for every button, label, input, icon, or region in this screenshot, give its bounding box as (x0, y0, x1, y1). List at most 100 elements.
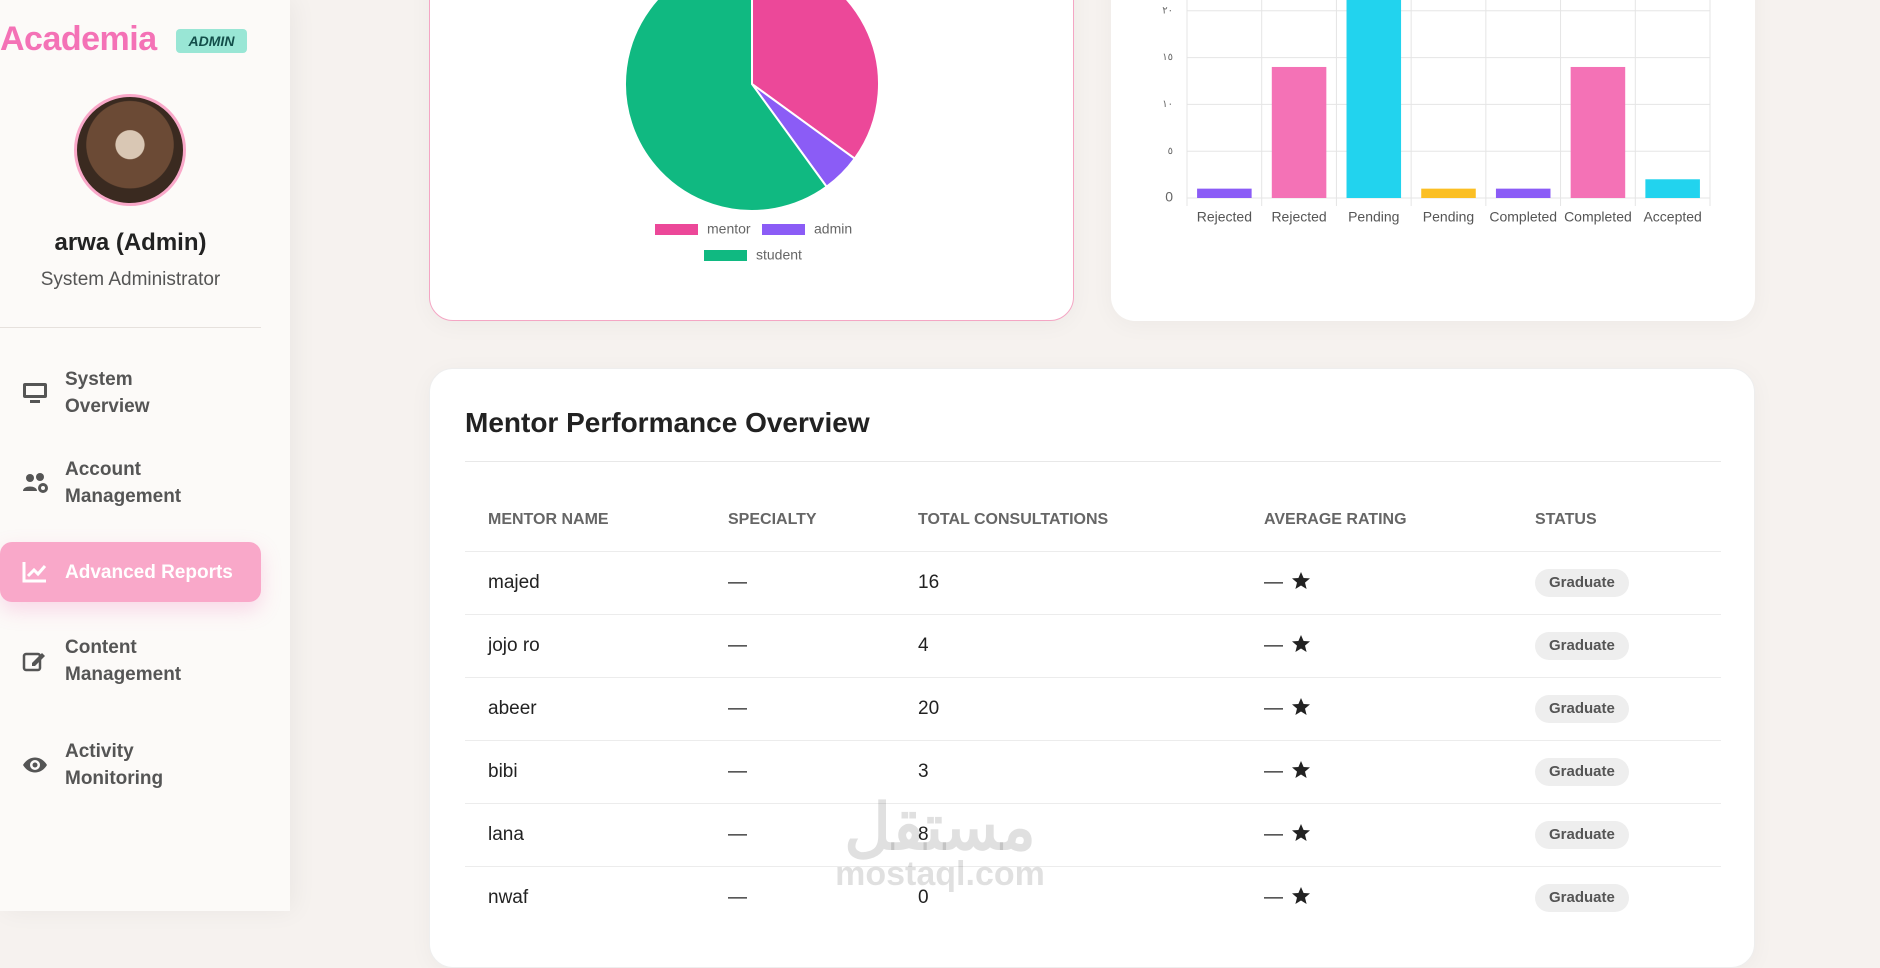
brand[interactable]: Academia (0, 20, 157, 58)
star (1292, 634, 1310, 652)
table-cell: — (1264, 867, 1311, 929)
status-badge: Graduate (1535, 694, 1629, 723)
admin-badge: ADMIN (176, 29, 247, 53)
table-cell: majed (488, 552, 540, 614)
status-badge: Graduate (1535, 568, 1629, 597)
status-badge: Graduate (1535, 757, 1629, 786)
watermark: mostaql.com (835, 855, 1045, 893)
sidebar: Academia ADMIN arwa (Admin) System Admin… (0, 0, 290, 911)
status-badge: Graduate (1535, 883, 1629, 912)
cell-text: — (728, 761, 747, 782)
column-header: SPECIALTY (728, 511, 817, 528)
nav-item[interactable]: System Overview (0, 369, 261, 417)
status-badge: Graduate (1535, 631, 1629, 660)
bar (1271, 66, 1327, 199)
nav-label: Activity Monitoring (65, 741, 164, 789)
table-cell: Graduate (1535, 678, 1629, 740)
status-badge: Graduate (1535, 820, 1629, 849)
bar (1346, 0, 1402, 198)
bar (1495, 188, 1551, 198)
table-cell: Graduate (1535, 615, 1629, 677)
x-tick-label: Pending (1348, 209, 1399, 225)
table-cell: 4 (918, 615, 929, 677)
nav-label: Advanced Reports (65, 561, 233, 583)
nav-label: Account Management (65, 459, 182, 507)
x-tick-label: Completed (1489, 209, 1557, 225)
table-cell: — (1264, 741, 1311, 803)
icon (23, 383, 47, 403)
table-row: jojo ro — 4 — Graduate (465, 614, 1721, 677)
charts: mentor admin student 0 ٥ ١٠ ١٥ ٢٠ Rejected Reject… (624, 0, 1711, 263)
nav-item[interactable]: Account Management (0, 455, 261, 511)
legend-swatch (704, 250, 747, 261)
legend-label: mentor (707, 221, 751, 237)
cell-text: lana (488, 824, 524, 845)
cell-text: — (1264, 887, 1283, 908)
table-cell: 3 (918, 741, 929, 803)
table-cell: — (1264, 678, 1311, 740)
bar (1421, 188, 1476, 198)
table-cell: — (1264, 552, 1311, 614)
star-icon (1292, 634, 1310, 652)
cell-text: — (728, 698, 747, 719)
user-name: arwa (Admin) (54, 229, 207, 256)
avatar[interactable] (74, 94, 186, 206)
table-cell: — (728, 804, 747, 866)
cell-text: 3 (918, 761, 929, 782)
star (1292, 571, 1310, 589)
page: Academia ADMIN arwa (Admin) System Admin… (0, 0, 1755, 968)
cell-text: 20 (918, 698, 940, 719)
cell-text: 16 (918, 572, 940, 593)
cell-text: 8 (918, 824, 929, 845)
table-cell: — (1264, 615, 1311, 677)
x-tick-label: Pending (1423, 209, 1474, 225)
cell-text: — (728, 824, 747, 845)
column-header: MENTOR NAME (488, 511, 609, 528)
nav-item-active[interactable]: Advanced Reports (0, 542, 261, 602)
cell-text: — (1264, 824, 1283, 845)
star-icon (1292, 697, 1310, 715)
star (1292, 823, 1310, 841)
cell-text: majed (488, 572, 540, 593)
divider (0, 327, 261, 328)
column-header: AVERAGE RATING (1264, 511, 1407, 528)
y-tick-label: ١٥ (1162, 52, 1173, 63)
star-icon (1292, 823, 1310, 841)
cell-text: — (728, 572, 747, 593)
y-tick-label: ٥ (1168, 146, 1173, 157)
table-cell: abeer (488, 678, 537, 740)
nav-item[interactable]: Activity Monitoring (0, 737, 261, 793)
watermark: مستقل (844, 791, 1036, 863)
y-tick-label: ١٠ (1162, 99, 1173, 110)
table-cell: bibi (488, 741, 518, 803)
table-cell: Graduate (1535, 867, 1629, 929)
star (1292, 760, 1310, 778)
column-header: TOTAL CONSULTATIONS (918, 511, 1109, 528)
legend-label: admin (814, 221, 852, 237)
table-cell: — (728, 552, 747, 614)
table-cell: lana (488, 804, 524, 866)
y-tick-label: ٢٠ (1162, 5, 1173, 16)
table-cell: — (728, 867, 747, 929)
divider (465, 461, 1721, 462)
table-row: lana — 8 — Graduate (465, 803, 1721, 866)
cell-text: jojo ro (488, 635, 540, 656)
icon (22, 562, 47, 583)
icon (22, 652, 45, 672)
cell-text: — (1264, 635, 1283, 656)
user-role: System Administrator (40, 269, 221, 290)
bar (1570, 66, 1626, 199)
table-cell: Graduate (1535, 552, 1629, 614)
x-tick-label: Rejected (1197, 209, 1252, 225)
x-tick-label: Completed (1564, 209, 1632, 225)
table-card: Mentor Performance Overview MENTOR NAME S… (429, 368, 1755, 968)
table-cell: — (728, 678, 747, 740)
nav-item[interactable]: Content Management (0, 633, 261, 689)
bar (1197, 188, 1252, 198)
cell-text: — (728, 635, 747, 656)
nav-label: System Overview (65, 369, 150, 417)
table-cell: — (1264, 804, 1311, 866)
table-row: bibi — 3 — Graduate (465, 740, 1721, 803)
cell-text: 4 (918, 635, 929, 656)
cell-text: 0 (918, 887, 929, 908)
